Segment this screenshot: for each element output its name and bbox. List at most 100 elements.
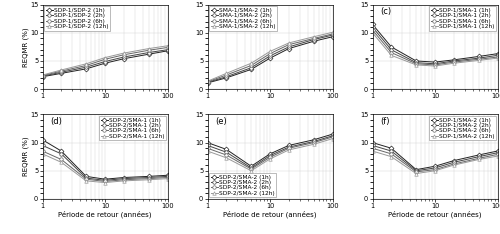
SDP-1/SMA-1 (1h) [370, 23, 376, 26]
SDP-2/SMA-1 (12h) [83, 179, 89, 182]
Line: SDP-1/SMA-1 (6h): SDP-1/SMA-1 (6h) [371, 28, 499, 67]
SDP-1/SDP-2 (6h) [40, 74, 46, 77]
SDP-1/SMA-2 (2h) [413, 169, 419, 172]
SDP-1/SMA-2 (6h) [451, 163, 457, 165]
SDP-1/SMA-2 (2h) [494, 151, 500, 154]
SDP-2/SMA-2 (2h) [224, 151, 230, 154]
SDP-1/SMA-2 (6h) [388, 153, 394, 155]
SDP-1/SDP-2 (1h) [83, 67, 89, 70]
SDP-1/SMA-2 (12h) [370, 150, 376, 153]
SDP-2/SMA-1 (1h) [58, 150, 64, 153]
SDP-1/SMA-1 (2h) [494, 54, 500, 57]
SDP-1/SDP-2 (1h) [58, 72, 64, 75]
Line: SDP-1/SMA-2 (6h): SDP-1/SMA-2 (6h) [371, 146, 499, 174]
Line: SMA-1/SMA-2 (1h): SMA-1/SMA-2 (1h) [206, 35, 334, 85]
SDP-1/SMA-2 (1h) [370, 141, 376, 144]
SDP-1/SMA-2 (1h) [476, 154, 482, 156]
SMA-1/SMA-2 (1h) [267, 57, 273, 60]
SDP-2/SMA-1 (12h) [164, 177, 170, 180]
SDP-1/SMA-2 (6h) [432, 168, 438, 171]
SMA-1/SMA-2 (6h) [224, 74, 230, 77]
SMA-1/SMA-2 (1h) [204, 81, 210, 84]
Line: SDP-1/SMA-1 (12h): SDP-1/SMA-1 (12h) [371, 31, 499, 68]
SDP-1/SDP-2 (2h) [83, 66, 89, 69]
SDP-2/SMA-2 (1h) [204, 141, 210, 144]
SMA-1/SMA-2 (2h) [330, 34, 336, 37]
SDP-1/SMA-1 (12h) [476, 59, 482, 62]
SDP-2/SMA-1 (12h) [58, 161, 64, 164]
SDP-1/SDP-2 (6h) [102, 58, 108, 61]
Line: SDP-2/SMA-2 (2h): SDP-2/SMA-2 (2h) [206, 134, 334, 170]
SMA-1/SMA-2 (12h) [286, 42, 292, 44]
SDP-1/SMA-2 (12h) [451, 164, 457, 167]
SDP-2/SMA-2 (2h) [267, 154, 273, 157]
Line: SDP-1/SMA-1 (1h): SDP-1/SMA-1 (1h) [371, 23, 499, 64]
SDP-2/SMA-2 (1h) [310, 138, 316, 141]
SMA-1/SMA-2 (1h) [310, 40, 316, 43]
SDP-1/SMA-1 (1h) [413, 60, 419, 62]
SMA-1/SMA-2 (2h) [224, 75, 230, 78]
Text: (c): (c) [380, 7, 391, 16]
SDP-1/SMA-1 (2h) [451, 60, 457, 62]
SDP-2/SMA-1 (1h) [102, 178, 108, 181]
SDP-1/SMA-1 (2h) [432, 62, 438, 65]
SDP-2/SMA-2 (1h) [248, 165, 254, 168]
SDP-2/SMA-1 (2h) [58, 153, 64, 155]
SDP-1/SMA-1 (6h) [432, 63, 438, 66]
SDP-2/SMA-1 (2h) [146, 176, 152, 179]
Line: SDP-2/SMA-2 (6h): SDP-2/SMA-2 (6h) [206, 135, 334, 171]
SDP-2/SMA-2 (2h) [330, 135, 336, 137]
Line: SDP-1/SMA-2 (12h): SDP-1/SMA-2 (12h) [371, 149, 499, 175]
SDP-2/SMA-1 (12h) [121, 179, 127, 182]
SDP-1/SMA-2 (12h) [388, 155, 394, 158]
SDP-2/SMA-1 (2h) [83, 177, 89, 179]
SDP-2/SMA-1 (12h) [102, 181, 108, 184]
SMA-1/SMA-2 (2h) [204, 81, 210, 84]
SDP-2/SMA-2 (6h) [286, 147, 292, 150]
SDP-1/SMA-2 (2h) [432, 167, 438, 169]
SDP-2/SMA-1 (2h) [102, 179, 108, 182]
SDP-1/SDP-2 (1h) [164, 49, 170, 52]
SDP-2/SMA-2 (12h) [330, 137, 336, 140]
SDP-2/SMA-1 (6h) [121, 178, 127, 181]
SDP-1/SMA-2 (12h) [413, 172, 419, 175]
SDP-1/SMA-2 (1h) [432, 165, 438, 168]
SDP-1/SMA-1 (1h) [432, 61, 438, 63]
SDP-2/SMA-2 (1h) [224, 148, 230, 151]
SDP-2/SMA-1 (1h) [40, 138, 46, 141]
SMA-1/SMA-2 (6h) [330, 33, 336, 35]
SDP-1/SDP-2 (2h) [40, 75, 46, 78]
SDP-1/SMA-2 (1h) [494, 150, 500, 153]
SMA-1/SMA-2 (2h) [267, 55, 273, 57]
SMA-1/SMA-2 (1h) [286, 47, 292, 50]
X-axis label: Période de retour (années): Période de retour (années) [388, 210, 482, 218]
SDP-2/SMA-2 (12h) [224, 156, 230, 159]
SDP-2/SMA-1 (6h) [146, 177, 152, 180]
SDP-2/SMA-1 (1h) [121, 176, 127, 179]
SDP-1/SDP-2 (2h) [102, 60, 108, 63]
Line: SDP-1/SMA-2 (2h): SDP-1/SMA-2 (2h) [371, 144, 499, 172]
Line: SDP-2/SMA-1 (1h): SDP-2/SMA-1 (1h) [41, 138, 169, 181]
SDP-2/SMA-2 (12h) [286, 149, 292, 151]
SDP-2/SMA-2 (6h) [224, 154, 230, 156]
Line: SDP-2/SMA-1 (2h): SDP-2/SMA-1 (2h) [41, 144, 169, 182]
SDP-2/SMA-2 (1h) [267, 153, 273, 155]
Line: SDP-1/SDP-2 (2h): SDP-1/SDP-2 (2h) [41, 48, 169, 78]
SDP-2/SMA-2 (12h) [204, 150, 210, 153]
Line: SMA-1/SMA-2 (2h): SMA-1/SMA-2 (2h) [206, 33, 334, 84]
SMA-1/SMA-2 (12h) [310, 35, 316, 38]
SDP-1/SMA-1 (6h) [388, 51, 394, 54]
Line: SDP-1/SDP-2 (1h): SDP-1/SDP-2 (1h) [41, 49, 169, 78]
SDP-1/SDP-2 (12h) [164, 44, 170, 47]
SDP-2/SMA-1 (1h) [164, 174, 170, 177]
SDP-1/SMA-1 (1h) [388, 45, 394, 48]
SDP-2/SMA-2 (2h) [248, 167, 254, 169]
Legend: SDP-1/SMA-1 (1h), SDP-1/SMA-1 (2h), SDP-1/SMA-1 (6h), SDP-1/SMA-1 (12h): SDP-1/SMA-1 (1h), SDP-1/SMA-1 (2h), SDP-… [429, 6, 496, 31]
Legend: SDP-2/SMA-2 (1h), SDP-2/SMA-2 (2h), SDP-2/SMA-2 (6h), SDP-2/SMA-2 (12h): SDP-2/SMA-2 (1h), SDP-2/SMA-2 (2h), SDP-… [210, 173, 276, 197]
SMA-1/SMA-2 (12h) [248, 62, 254, 65]
SDP-2/SMA-1 (6h) [40, 150, 46, 153]
SDP-1/SMA-1 (12h) [370, 31, 376, 34]
Line: SDP-1/SDP-2 (12h): SDP-1/SDP-2 (12h) [41, 44, 169, 77]
SDP-1/SMA-2 (12h) [432, 169, 438, 172]
SDP-2/SMA-1 (2h) [121, 177, 127, 180]
